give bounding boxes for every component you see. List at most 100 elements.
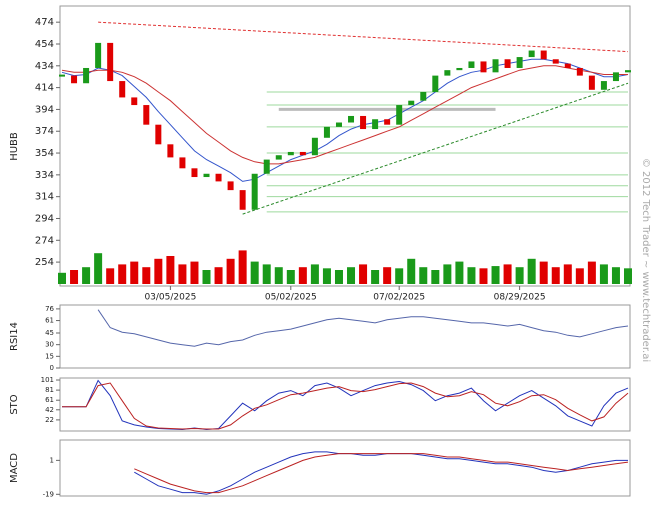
candle [576, 67, 583, 76]
candle [612, 72, 619, 82]
volume-bar [94, 253, 103, 284]
y-tick-label: -19 [43, 490, 54, 498]
volume-bar [443, 264, 452, 284]
y-tick-label: 0 [50, 364, 54, 372]
volume-bar [599, 264, 608, 284]
volume-bar [178, 264, 187, 284]
candle [155, 124, 162, 145]
y-tick-label: 1 [50, 456, 54, 464]
x-tick-label: 08/29/2025 [494, 293, 546, 303]
volume-bar [70, 270, 79, 284]
volume-bar [262, 264, 271, 284]
candle [251, 173, 258, 210]
candle [119, 81, 126, 98]
volume-bar [82, 267, 91, 284]
trendline [242, 82, 629, 215]
volume-bar [190, 261, 199, 284]
candle [396, 105, 403, 125]
x-tick-label: 05/02/2025 [265, 293, 317, 303]
y-tick-label: 374 [35, 126, 54, 137]
sto-frame [59, 377, 631, 432]
volume-bar [563, 264, 572, 284]
candle [131, 97, 138, 106]
candle [191, 168, 198, 178]
volume-bar [58, 272, 66, 284]
x-tick-label: 07/02/2025 [373, 293, 425, 303]
volume-bar [407, 258, 416, 284]
candle [215, 173, 222, 182]
volume-bar [431, 270, 440, 284]
y-tick-label: 76 [45, 305, 54, 313]
candle [456, 67, 463, 71]
candle [516, 57, 523, 68]
volume-bar [334, 270, 343, 284]
indicator-line [62, 382, 629, 430]
candle [432, 75, 439, 92]
candle [540, 50, 547, 60]
y-tick-label: 394 [35, 104, 54, 115]
candle [275, 155, 282, 160]
y-axis-label: RSI14 [9, 322, 20, 351]
candle [227, 181, 234, 191]
candle [323, 126, 330, 138]
volume-bar [395, 268, 404, 284]
moving-average [61, 58, 629, 182]
candle [588, 75, 595, 90]
volume-bar [154, 258, 163, 284]
y-tick-label: 414 [35, 83, 54, 94]
volume-bar [142, 267, 151, 284]
volume-bar [214, 267, 223, 284]
candle [600, 81, 607, 90]
candle [552, 59, 559, 64]
candle [239, 190, 246, 210]
y-tick-label: 354 [35, 148, 54, 159]
volume-bar [624, 268, 632, 284]
candle [420, 91, 427, 101]
candle [299, 151, 306, 156]
volume-bar [274, 267, 283, 284]
candle [625, 70, 631, 73]
volume-bar [298, 267, 307, 284]
candle [287, 151, 294, 156]
volume-bar [226, 258, 235, 284]
moving-average [61, 65, 628, 165]
volume-bar [515, 267, 524, 284]
indicator-line [97, 309, 629, 347]
volume-bar [371, 270, 380, 284]
volume-bar [202, 270, 211, 284]
candle [408, 100, 415, 106]
macd-frame [59, 439, 631, 497]
candle [95, 42, 102, 68]
volume-bar [539, 261, 548, 284]
y-tick-label: 294 [35, 213, 54, 224]
volume-bar [551, 267, 560, 284]
candle [83, 67, 90, 84]
candle [504, 59, 511, 68]
candle [360, 115, 367, 130]
candle [492, 59, 499, 73]
candle [59, 74, 65, 77]
y-tick-label: 22 [45, 416, 54, 424]
candle [167, 144, 174, 158]
volume-bar [310, 264, 319, 284]
volume-bar [467, 267, 476, 284]
rsi-frame [59, 304, 631, 369]
candle [348, 115, 355, 123]
candle [564, 63, 571, 68]
y-axis-label: MACD [9, 453, 20, 483]
volume-bar [250, 261, 259, 284]
x-tick-label: 03/05/2025 [144, 293, 196, 303]
volume-bar [491, 266, 500, 284]
candle [528, 50, 535, 58]
volume-bar [419, 267, 428, 284]
volume-bar [286, 270, 295, 284]
y-axis-label: STO [9, 394, 20, 414]
volume-bar [359, 264, 368, 284]
candle [384, 119, 391, 125]
volume-bar [527, 258, 536, 284]
indicator-line [134, 453, 629, 494]
y-axis-label: HUBB [9, 132, 20, 161]
watermark: © 2012 Tech Trader ~ www.techtrader.ai [640, 158, 651, 362]
y-tick-label: 81 [45, 386, 54, 394]
y-tick-label: 61 [45, 317, 54, 325]
